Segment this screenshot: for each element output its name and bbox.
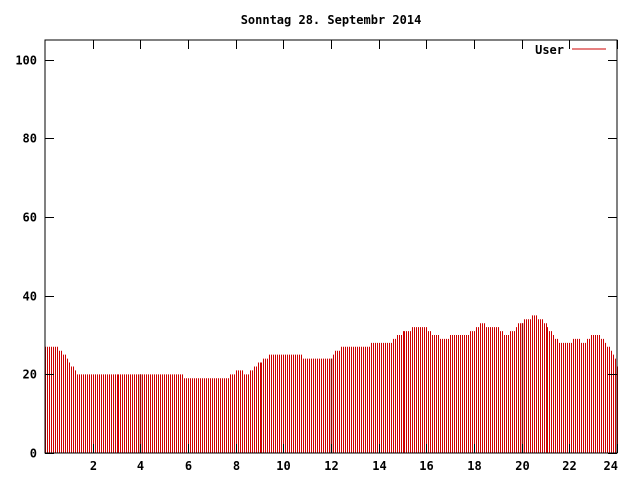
y-tick-label: 0: [30, 447, 37, 461]
legend: User: [535, 43, 606, 57]
x-tick-label: 8: [233, 459, 240, 473]
x-tick-label: 22: [562, 459, 576, 473]
x-tick-label: 12: [324, 459, 338, 473]
y-tick-label: 60: [23, 211, 37, 225]
x-tick-label: 16: [419, 459, 433, 473]
x-tick-label: 14: [372, 459, 386, 473]
x-tick-label: 4: [137, 459, 144, 473]
x-tick-label: 2: [90, 459, 97, 473]
x-axis: 2 4 6 8 10 12 14 16 18 20 22 24: [90, 40, 618, 473]
y-tick-label: 80: [23, 132, 37, 146]
legend-label: User: [535, 43, 564, 57]
y-tick-label: 40: [23, 290, 37, 304]
x-tick-label: 6: [185, 459, 192, 473]
y-axis: 0 20 40 60 80 100: [15, 54, 617, 461]
x-tick-label: 10: [276, 459, 290, 473]
bars-group: [45, 315, 618, 453]
y-tick-label: 100: [15, 54, 37, 68]
x-tick-label: 24: [604, 459, 618, 473]
x-tick-label: 18: [467, 459, 481, 473]
chart-title: Sonntag 28. Septembr 2014: [241, 13, 422, 27]
y-tick-label: 20: [23, 368, 37, 382]
x-tick-label: 20: [515, 459, 529, 473]
